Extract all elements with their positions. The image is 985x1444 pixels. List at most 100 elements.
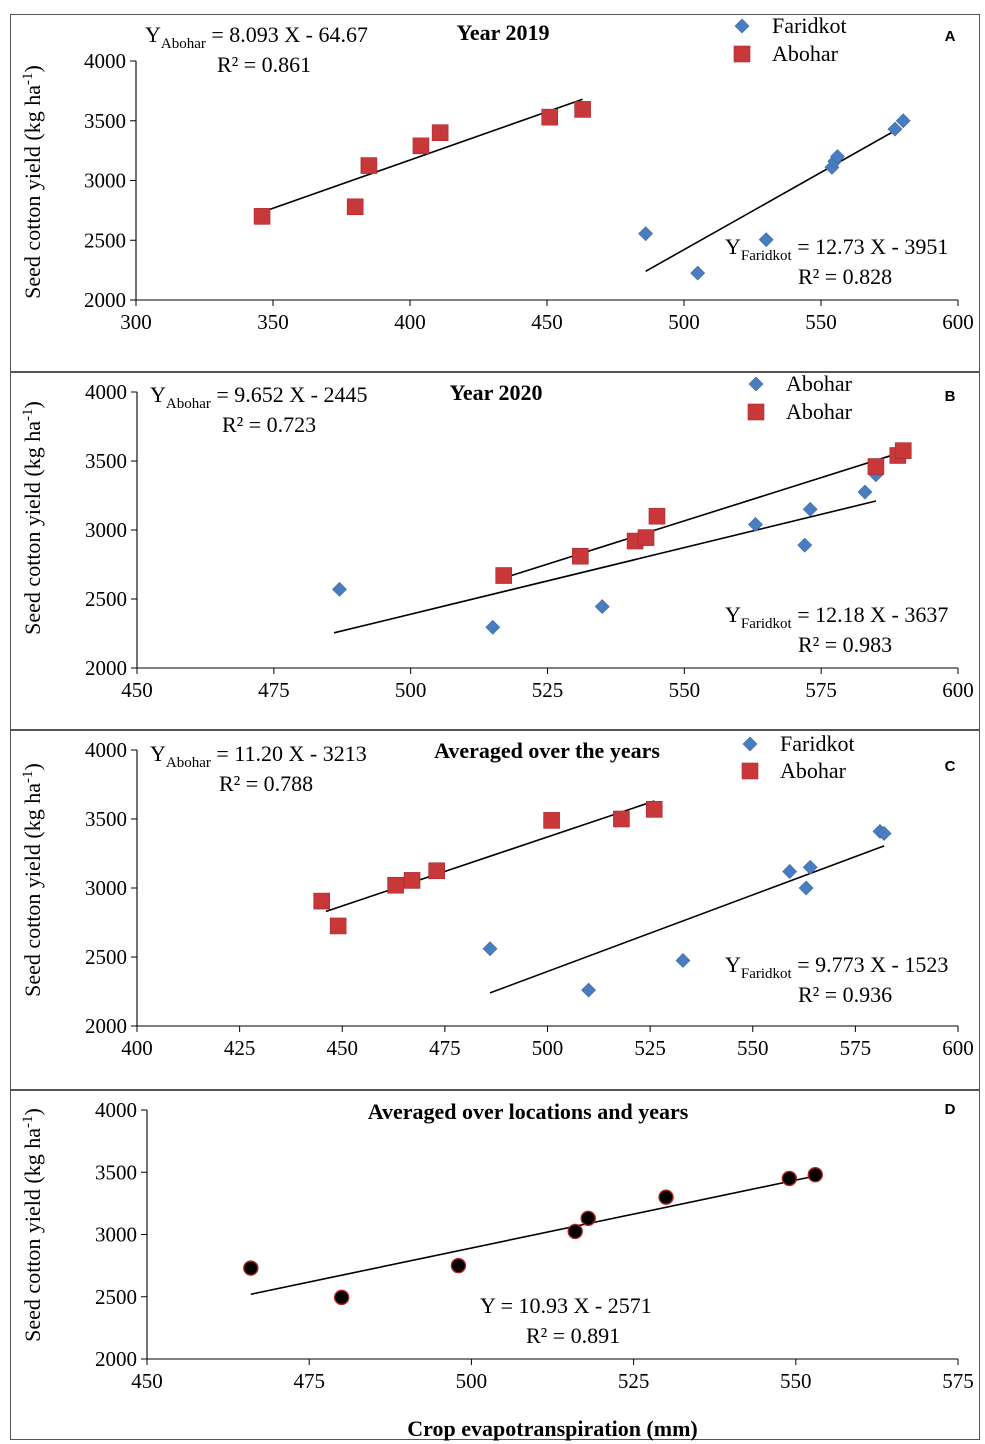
panel-c-legend-marker-1 <box>741 762 759 780</box>
y-axis-title-exponent: -1 <box>20 1115 36 1128</box>
y-axis-title-close: ) <box>20 763 45 770</box>
panel-d-y-tick-label: 2000 <box>95 1347 137 1371</box>
panel-a-x-tick-label: 300 <box>120 310 152 334</box>
panel-a-y-tick-label: 2000 <box>84 288 126 312</box>
panel-a-point-square <box>253 208 271 225</box>
y-axis-title-close: ) <box>20 1108 45 1115</box>
panel-d-y-tick-label: 3000 <box>95 1223 137 1247</box>
equation-body: = 11.20 X - 3213 <box>211 741 367 766</box>
panel-a-point-square <box>346 198 364 216</box>
panel-a-y-tick-label: 3500 <box>84 109 126 133</box>
panel-c-equation-1: YFaridkot = 9.773 X - 1523 <box>725 952 948 982</box>
panel-c-point-diamond <box>782 864 798 879</box>
panel-b-point-diamond <box>802 501 818 517</box>
panel-d-x-tick-label: 450 <box>131 1369 163 1393</box>
panel-b-point-square <box>637 529 655 546</box>
panel-c-r-squared-0: R² = 0.788 <box>219 771 313 796</box>
equation-body: = 12.73 X - 3951 <box>792 234 949 259</box>
panel-a-title: Year 2019 <box>456 20 549 45</box>
y-axis-title-main: Seed cotton yield (kg ha <box>20 85 45 299</box>
y-axis-title-close: ) <box>20 65 45 72</box>
equation-body: = 10.93 X - 2571 <box>495 1293 652 1318</box>
panel-a-x-tick-label: 600 <box>942 310 974 334</box>
panel-d-point-circle <box>333 1289 350 1306</box>
panel-b-point-diamond <box>797 537 813 553</box>
panel-c-trendline-0 <box>489 845 885 994</box>
panel-d-y-tick-label: 4000 <box>95 1098 137 1122</box>
panel-a-r-squared-1: R² = 0.828 <box>798 264 892 289</box>
panel-a-point-square <box>412 137 430 155</box>
panel-a-legend-marker-1 <box>733 45 751 63</box>
panel-c-x-tick-label: 600 <box>942 1036 974 1060</box>
equation-symbol: Y <box>480 1293 496 1318</box>
panel-b-letter: B <box>945 388 956 405</box>
panel-c-x-tick-label: 475 <box>429 1036 461 1060</box>
panel-d-x-tick-label: 475 <box>293 1369 325 1393</box>
panel-c-title: Averaged over the years <box>434 738 660 763</box>
panel-a-point-diamond <box>758 232 774 248</box>
panel-b-x-tick-label: 475 <box>258 678 290 702</box>
panel-c-point-diamond <box>581 982 596 998</box>
panel-a-x-tick-label: 350 <box>257 310 289 334</box>
panel-a-point-square <box>574 101 591 118</box>
panel-b-point-diamond <box>748 517 763 532</box>
panel-d-point-circle <box>243 1260 259 1276</box>
panel-b-point-square <box>572 547 589 565</box>
equation-subscript: Abohar <box>161 36 206 52</box>
panel-b-legend-label-0: Abohar <box>786 371 853 396</box>
panel-a-frame <box>10 14 980 372</box>
panel-b-point-diamond <box>485 619 501 635</box>
panel-b-point-diamond <box>857 484 873 500</box>
panel-c-point-square <box>645 801 663 818</box>
equation-body: = 9.773 X - 1523 <box>792 952 949 977</box>
panel-a-x-tick-label: 550 <box>805 310 837 334</box>
equation-body: = 12.18 X - 3637 <box>792 602 949 627</box>
panel-b-x-tick-label: 550 <box>669 678 701 702</box>
panel-b-point-square <box>648 507 666 525</box>
panel-b-point-diamond <box>332 581 347 597</box>
panel-d-point-circle <box>807 1167 823 1183</box>
panel-a-y-tick-label: 2500 <box>84 228 126 252</box>
panel-b-legend-label-1: Abohar <box>786 399 853 424</box>
panel-d-point-circle <box>450 1257 467 1274</box>
panel-a-letter: A <box>945 28 956 45</box>
panel-b-legend-marker-0 <box>748 376 764 392</box>
panel-c-x-tick-label: 525 <box>634 1036 666 1060</box>
panel-c-r-squared-1: R² = 0.936 <box>798 982 892 1007</box>
panel-a-trendline-0 <box>645 128 899 273</box>
panel-a-point-diamond <box>638 226 654 242</box>
panel-a-legend-label-1: Abohar <box>772 41 839 66</box>
panel-b-x-tick-label: 600 <box>942 678 974 702</box>
panel-d-x-tick-label: 525 <box>618 1369 650 1393</box>
panel-b-point-square <box>894 442 912 459</box>
panel-c-point-diamond <box>798 880 814 896</box>
panel-b-x-tick-label: 525 <box>532 678 564 702</box>
equation-subscript: Abohar <box>166 396 211 412</box>
panel-d-point-circle <box>781 1170 798 1187</box>
panel-b-r-squared-1: R² = 0.983 <box>798 632 892 657</box>
panel-c-point-square <box>313 892 331 910</box>
panel-a-x-tick-label: 500 <box>668 310 700 334</box>
equation-symbol: Y <box>150 382 166 407</box>
y-axis-title-main: Seed cotton yield (kg ha <box>20 783 45 997</box>
panel-a-y-tick-label: 3000 <box>84 169 126 193</box>
panel-d-x-axis-title: Crop evapotranspiration (mm) <box>407 1416 697 1441</box>
panel-c-y-axis-title: Seed cotton yield (kg ha-1) <box>20 763 45 997</box>
panel-a-legend-marker-0 <box>734 18 750 34</box>
panel-d-x-tick-label: 550 <box>780 1369 812 1393</box>
equation-symbol: Y <box>725 602 741 627</box>
panel-b-x-tick-label: 575 <box>805 678 837 702</box>
panel-b-x-tick-label: 450 <box>121 678 153 702</box>
panel-a-point-square <box>360 157 378 174</box>
panel-b-title: Year 2020 <box>449 380 542 405</box>
y-axis-title-exponent: -1 <box>20 770 36 783</box>
panel-b-x-tick-label: 500 <box>395 678 427 702</box>
panel-b-point-square <box>867 458 885 475</box>
panel-d-point-circle <box>567 1223 583 1240</box>
panel-a-point-square <box>541 108 559 126</box>
panel-d-frame <box>10 1090 980 1440</box>
panel-a-point-diamond <box>887 121 903 137</box>
panel-c-x-tick-label: 500 <box>532 1036 564 1060</box>
panel-c-letter: C <box>945 758 956 775</box>
